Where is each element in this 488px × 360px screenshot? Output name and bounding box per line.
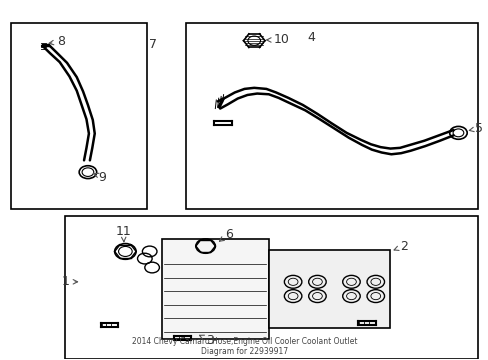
Text: 8: 8 <box>49 35 65 48</box>
Bar <box>268 249 389 328</box>
Text: 6: 6 <box>219 228 232 241</box>
Text: 10: 10 <box>266 33 289 46</box>
Text: 1: 1 <box>61 275 78 288</box>
Bar <box>186 23 477 208</box>
Bar <box>11 23 147 208</box>
Bar <box>162 239 268 339</box>
Text: 4: 4 <box>306 31 314 44</box>
Text: 11: 11 <box>116 225 131 242</box>
Text: 5: 5 <box>468 122 483 135</box>
Text: 2: 2 <box>393 240 407 253</box>
Text: 9: 9 <box>93 171 106 184</box>
Text: 3: 3 <box>199 333 213 347</box>
Text: 2014 Chevy Camaro Hose,Engine Oil Cooler Coolant Outlet
Diagram for 22939917: 2014 Chevy Camaro Hose,Engine Oil Cooler… <box>131 337 357 356</box>
Text: 7: 7 <box>148 39 156 51</box>
Bar <box>64 216 477 359</box>
